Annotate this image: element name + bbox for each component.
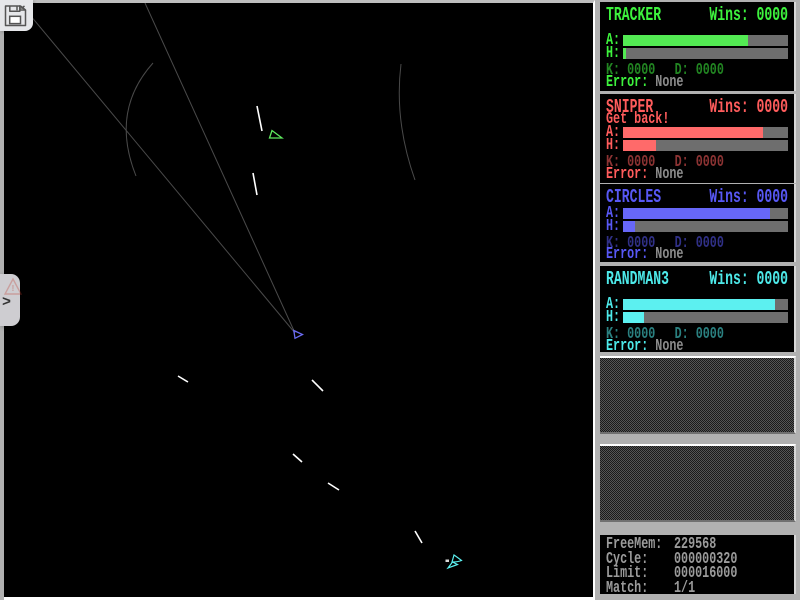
svg-text:!: ! bbox=[10, 284, 15, 294]
